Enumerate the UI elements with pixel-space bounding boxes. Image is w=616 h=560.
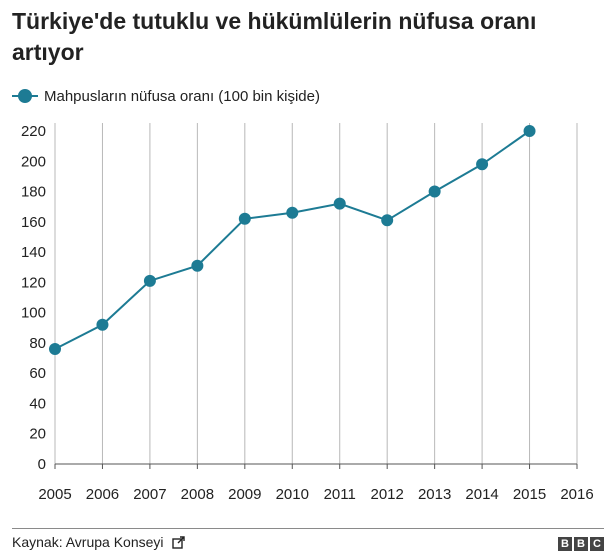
- x-tick-label: 2007: [133, 486, 166, 503]
- data-point: [96, 318, 109, 331]
- data-point: [381, 214, 394, 227]
- y-tick-label: 20: [29, 426, 46, 443]
- x-tick-label: 2010: [276, 486, 309, 503]
- data-point: [286, 206, 299, 219]
- data-point: [428, 185, 441, 198]
- line-chart: 0 20 40 60 80 100 120 140 160 180 200 220 2005 2006 20…: [21, 123, 594, 503]
- y-tick-label: 220: [21, 123, 46, 140]
- source-text: Kaynak: Avrupa Konseyi: [12, 534, 164, 550]
- bbc-logo-letter: B: [574, 537, 588, 551]
- x-tick-label: 2009: [228, 486, 261, 503]
- x-tick-label: 2011: [324, 486, 356, 503]
- x-tick-label: 2013: [418, 486, 451, 503]
- y-tick-label: 0: [38, 456, 46, 473]
- data-point: [238, 212, 251, 225]
- legend-swatch: [12, 86, 38, 106]
- chart-title: Türkiye'de tutuklu ve hükümlülerin nüfus…: [12, 8, 537, 65]
- footer-divider: [12, 528, 604, 529]
- y-tick-label: 180: [21, 184, 46, 201]
- data-point: [143, 274, 156, 287]
- bbc-logo-letter: B: [558, 537, 572, 551]
- y-tick-label: 140: [21, 244, 46, 261]
- source-note: Kaynak: Avrupa Konseyi: [12, 534, 185, 550]
- legend-marker: [18, 89, 32, 103]
- x-tick-label: 2012: [370, 486, 403, 503]
- legend: Mahpusların nüfusa oranı (100 bin kişide…: [12, 86, 320, 106]
- x-tick-label: 2015: [513, 486, 546, 503]
- external-link-icon[interactable]: [171, 535, 185, 549]
- x-tick-label: 2006: [86, 486, 119, 503]
- bbc-logo-letter: C: [590, 537, 604, 551]
- data-point: [476, 158, 489, 171]
- y-tick-label: 200: [21, 153, 46, 170]
- y-tick-label: 120: [21, 274, 46, 291]
- y-tick-label: 100: [21, 305, 46, 322]
- bbc-logo: B B C: [558, 537, 604, 551]
- x-tick-label: 2014: [465, 486, 498, 503]
- x-tick-label: 2008: [181, 486, 214, 503]
- data-point: [333, 197, 346, 210]
- legend-label: Mahpusların nüfusa oranı (100 bin kişide…: [44, 87, 320, 105]
- data-point: [191, 259, 204, 272]
- data-point: [523, 125, 536, 137]
- x-tick-label: 2016: [560, 486, 593, 503]
- y-tick-label: 60: [29, 365, 46, 382]
- y-tick-label: 80: [29, 335, 46, 352]
- x-tick-label: 2005: [38, 486, 71, 503]
- data-point: [49, 342, 61, 355]
- y-tick-label: 40: [29, 395, 46, 412]
- y-tick-label: 160: [21, 214, 46, 231]
